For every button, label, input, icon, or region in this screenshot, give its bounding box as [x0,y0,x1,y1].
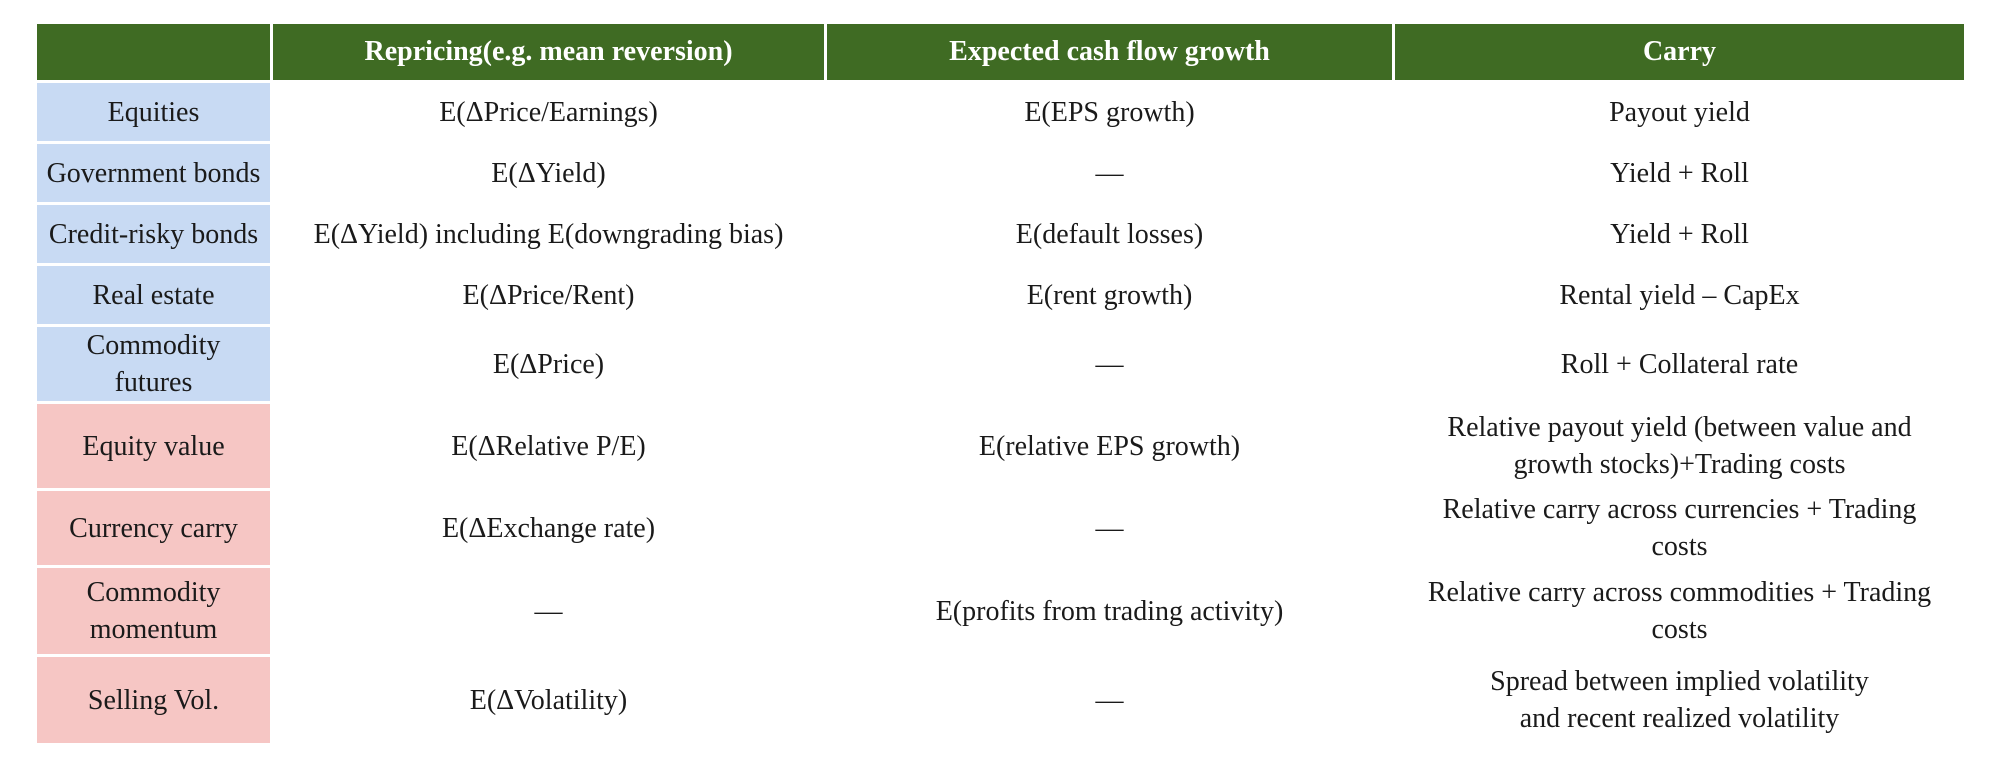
corner-header [37,24,270,80]
row-label-selling-vol: Selling Vol. [37,657,270,743]
carry-line: Relative carry across commodities + Trad… [1427,577,1932,608]
cash-flow-cell: E(EPS growth) [827,83,1392,141]
row-label-commodity-futures: Commodity futures [37,327,270,401]
cash-flow-cell: E(relative EPS growth) [827,404,1392,488]
table-row: Real estate E(ΔPrice/Rent) E(rent growth… [37,266,1964,324]
table-row: Commodity futures E(ΔPrice) — Roll + Col… [37,327,1964,401]
carry-cell: Rental yield – CapEx [1395,266,1964,324]
repricing-cell: E(ΔRelative P/E) [273,404,824,488]
carry-line: Yield + Roll [1610,218,1749,250]
row-label-line: Commodity [86,577,221,608]
return-sources-table-container: Repricing(e.g. mean reversion) Expected … [34,21,1964,746]
carry-line: Relative carry across currencies + Tradi… [1442,494,1917,525]
column-header-repricing: Repricing(e.g. mean reversion) [273,24,824,80]
carry-cell: Roll + Collateral rate [1395,327,1964,401]
carry-line: growth stocks)+Trading costs [1513,449,1846,480]
cash-flow-cell: — [827,144,1392,202]
row-label-equity-value: Equity value [37,404,270,488]
column-header-cash-flow-growth: Expected cash flow growth [827,24,1392,80]
carry-cell: Relative carry across commodities + Trad… [1395,568,1964,654]
row-label-government-bonds: Government bonds [37,144,270,202]
carry-line: Rental yield – CapEx [1559,279,1800,311]
carry-line: Roll + Collateral rate [1560,348,1799,380]
carry-line: costs [1651,614,1708,645]
table-row: Credit-risky bonds E(ΔYield) including E… [37,205,1964,263]
cash-flow-cell: — [827,327,1392,401]
table-row: Currency carry E(ΔExchange rate) — Relat… [37,491,1964,565]
cash-flow-cell: — [827,491,1392,565]
carry-cell: Payout yield [1395,83,1964,141]
table-row: Selling Vol. E(ΔVolatility) — Spread bet… [37,657,1964,743]
repricing-cell: E(ΔYield) including E(downgrading bias) [273,205,824,263]
repricing-cell: E(ΔVolatility) [273,657,824,743]
header-row: Repricing(e.g. mean reversion) Expected … [37,24,1964,80]
carry-line: Spread between implied volatility [1490,666,1869,697]
cash-flow-cell: E(rent growth) [827,266,1392,324]
carry-line: Relative payout yield (between value and [1447,412,1912,443]
table-row: Equity value E(ΔRelative P/E) E(relative… [37,404,1964,488]
cash-flow-cell: — [827,657,1392,743]
row-label-equities: Equities [37,83,270,141]
table-row: Government bonds E(ΔYield) — Yield + Rol… [37,144,1964,202]
row-label-commodity-momentum: Commodity momentum [37,568,270,654]
column-header-carry: Carry [1395,24,1964,80]
table-row: Commodity momentum — E(profits from trad… [37,568,1964,654]
carry-cell: Spread between implied volatility and re… [1395,657,1964,743]
repricing-cell: E(ΔPrice) [273,327,824,401]
carry-line: and recent realized volatility [1519,703,1840,734]
return-sources-table: Repricing(e.g. mean reversion) Expected … [34,21,1967,746]
row-label-line: futures [114,367,193,398]
repricing-cell: — [273,568,824,654]
carry-cell: Yield + Roll [1395,205,1964,263]
repricing-cell: E(ΔYield) [273,144,824,202]
row-label-credit-risky-bonds: Credit-risky bonds [37,205,270,263]
table-row: Equities E(ΔPrice/Earnings) E(EPS growth… [37,83,1964,141]
carry-cell: Yield + Roll [1395,144,1964,202]
repricing-cell: E(ΔExchange rate) [273,491,824,565]
row-label-line: Commodity [86,330,221,361]
repricing-cell: E(ΔPrice/Rent) [273,266,824,324]
carry-cell: Relative payout yield (between value and… [1395,404,1964,488]
cash-flow-cell: E(profits from trading activity) [827,568,1392,654]
carry-line: Yield + Roll [1610,157,1749,189]
cash-flow-cell: E(default losses) [827,205,1392,263]
repricing-cell: E(ΔPrice/Earnings) [273,83,824,141]
carry-cell: Relative carry across currencies + Tradi… [1395,491,1964,565]
row-label-currency-carry: Currency carry [37,491,270,565]
carry-line: costs [1651,531,1708,562]
carry-line: Payout yield [1609,96,1750,128]
row-label-line: momentum [89,614,218,645]
row-label-real-estate: Real estate [37,266,270,324]
